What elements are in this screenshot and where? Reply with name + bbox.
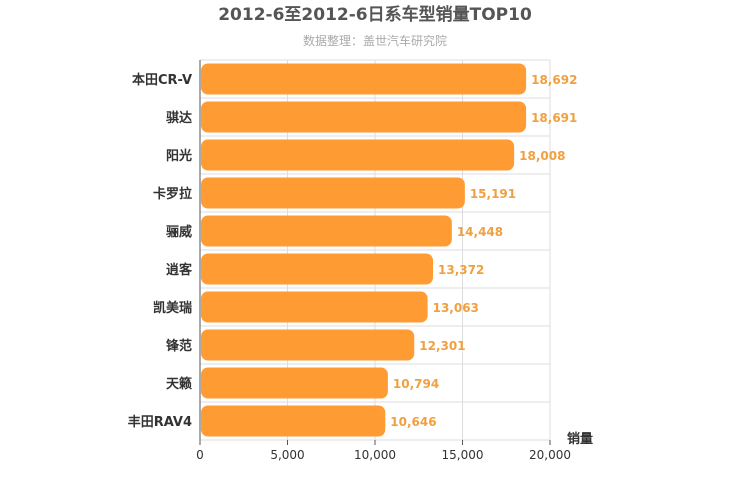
category-label: 锋范	[166, 338, 192, 354]
bar	[201, 63, 527, 95]
chart-subtitle: 数据整理：盖世汽车研究院	[303, 33, 447, 48]
category-label: 丰田RAV4	[128, 414, 192, 430]
data-label: 14,448	[457, 225, 503, 239]
x-tick-label: 5,000	[270, 448, 304, 462]
category-label: 本田CR-V	[132, 72, 192, 88]
data-label: 10,646	[390, 415, 436, 429]
bar	[201, 405, 386, 437]
bar	[201, 215, 452, 247]
data-label: 13,372	[438, 263, 484, 277]
value-labels: 18,692 18,691 18,008 15,191 14,448 13,372 13,0…	[390, 73, 577, 429]
data-label: 18,008	[519, 149, 565, 163]
data-label: 12,301	[419, 339, 465, 353]
x-tick-label: 10,000	[354, 448, 396, 462]
category-label: 阳光	[166, 148, 192, 164]
x-tick-label: 15,000	[442, 448, 484, 462]
bar	[201, 367, 388, 399]
category-label: 骐达	[166, 110, 192, 126]
bar	[201, 329, 415, 361]
bar	[201, 177, 465, 209]
x-axis-title: 销量	[567, 431, 593, 447]
bars	[201, 63, 527, 437]
chart-title: 2012-6至2012-6日系车型销量TOP10	[218, 4, 532, 25]
category-label: 逍客	[166, 262, 193, 278]
data-label: 13,063	[433, 301, 479, 315]
x-tick-label: 20,000	[529, 448, 571, 462]
bar	[201, 101, 527, 133]
bar	[201, 253, 434, 285]
x-tick-label: 0	[196, 448, 204, 462]
category-label: 骊威	[166, 224, 192, 240]
category-label: 卡罗拉	[153, 186, 192, 202]
data-label: 18,691	[531, 111, 577, 125]
data-label: 10,794	[393, 377, 439, 391]
grid-lines	[199, 59, 551, 441]
category-label: 凯美瑞	[153, 300, 192, 316]
bar	[201, 139, 515, 171]
data-label: 18,692	[531, 73, 577, 87]
x-axis-ticks: 0 5,000 10,000 15,000 20,000	[196, 440, 571, 462]
bar	[201, 291, 428, 323]
category-label: 天籁	[166, 376, 192, 392]
data-label: 15,191	[470, 187, 516, 201]
